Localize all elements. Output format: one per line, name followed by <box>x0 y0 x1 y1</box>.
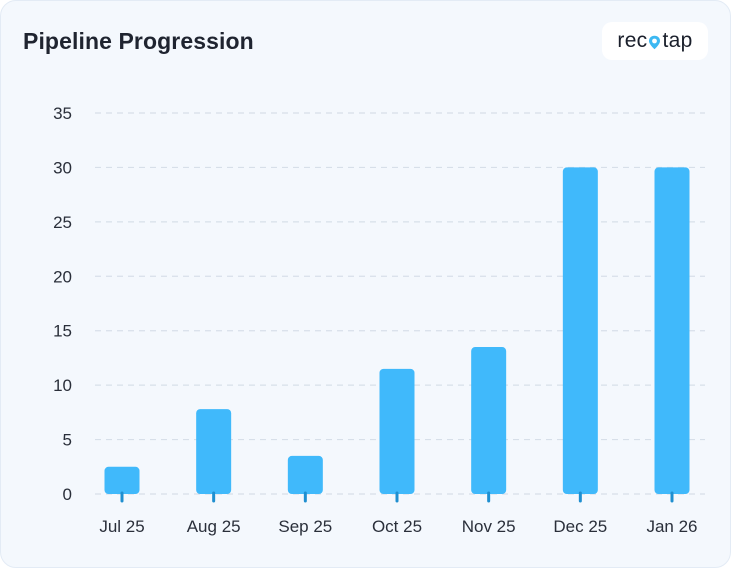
bar-aug-25[interactable] <box>196 409 232 494</box>
y-tick-label: 5 <box>63 431 72 450</box>
y-tick-label: 25 <box>53 213 72 232</box>
brand-wordmark-start: rec <box>617 29 648 52</box>
x-tick-label: Dec 25 <box>553 517 607 536</box>
brand-wordmark-end: tap <box>662 29 693 52</box>
x-axis-ticks: Jul 25 Aug 25 Sep 25 Oct 25 Nov 25 Dec 25 Jan … <box>99 491 698 536</box>
y-tick-label: 15 <box>53 322 72 341</box>
x-tick-label: Nov 25 <box>462 517 516 536</box>
y-tick-label: 30 <box>53 158 72 177</box>
bars <box>104 167 690 494</box>
location-pin-icon <box>649 35 661 49</box>
bar-jul-25[interactable] <box>104 466 140 494</box>
y-tick-label: 20 <box>53 267 72 286</box>
brand-wordmark: rec tap <box>617 29 692 53</box>
y-tick-label: 0 <box>63 485 72 504</box>
bar-sep-25[interactable] <box>287 455 323 494</box>
x-tick-label: Sep 25 <box>278 517 332 536</box>
chart-title: Pipeline Progression <box>23 28 254 54</box>
x-tick-label: Oct 25 <box>372 517 422 536</box>
x-tick-label: Jul 25 <box>99 517 144 536</box>
bar-dec-25[interactable] <box>562 167 598 494</box>
bar-oct-25[interactable] <box>379 368 415 494</box>
y-axis-ticks: 0 5 10 15 20 25 30 35 <box>53 104 72 504</box>
bar-jan-26[interactable] <box>654 167 690 494</box>
grid-lines <box>95 112 705 495</box>
y-tick-label: 10 <box>53 376 72 395</box>
bar-nov-25[interactable] <box>471 347 507 494</box>
brand-logo: rec tap <box>602 22 708 60</box>
y-tick-label: 35 <box>53 104 72 123</box>
x-tick-label: Jan 26 <box>646 517 697 536</box>
x-tick-label: Aug 25 <box>187 517 241 536</box>
